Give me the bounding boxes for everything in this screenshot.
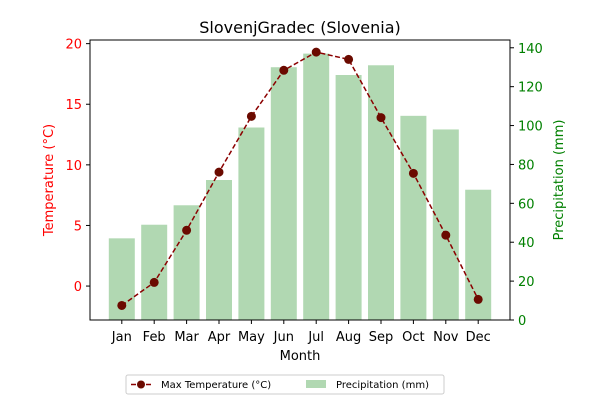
- y-right-tick-label: 100: [518, 120, 543, 135]
- temp-point-dec: [473, 294, 483, 304]
- y-right-tick-label: 120: [518, 81, 543, 96]
- y-axis-left: 0 5 10 15 20: [65, 38, 90, 295]
- x-tick-label: Sep: [369, 330, 394, 345]
- temp-point-oct: [408, 168, 418, 178]
- precipitation-bars: [108, 53, 492, 321]
- y-left-tick-label: 0: [74, 280, 82, 295]
- x-tick-label: Mar: [174, 330, 199, 345]
- x-tick-label: Apr: [208, 330, 231, 345]
- x-axis: Jan Feb Mar Apr May Jun Jul Aug Sep Oct Nov Dec: [111, 320, 491, 345]
- x-tick-label: Jun: [273, 330, 294, 345]
- temp-point-mar: [182, 225, 192, 235]
- temp-point-sep: [376, 113, 386, 123]
- y-left-tick-label: 10: [65, 159, 82, 174]
- legend-marker-swatch: [137, 380, 145, 389]
- precip-bar-oct: [400, 115, 427, 320]
- temp-point-nov: [441, 230, 451, 240]
- x-tick-label: May: [238, 330, 265, 345]
- x-tick-label: Oct: [402, 330, 424, 345]
- chart-title: SlovenjGradec (Slovenia): [199, 18, 401, 37]
- x-axis-label: Month: [280, 349, 321, 364]
- precip-bar-jul: [303, 53, 330, 320]
- y-axis-right-label: Precipitation (mm): [552, 120, 567, 241]
- precip-bar-may: [238, 127, 265, 320]
- y-axis-right: 0 20 40 60 80 100 120 140: [510, 42, 543, 329]
- legend-temperature-label: Max Temperature (°C): [161, 380, 271, 391]
- x-tick-label: Dec: [466, 330, 491, 345]
- temp-point-jun: [279, 65, 289, 75]
- legend: Max Temperature (°C) Precipitation (mm): [125, 374, 445, 395]
- temp-point-feb: [149, 277, 159, 287]
- precip-bar-jun: [270, 67, 297, 320]
- precip-bar-mar: [173, 205, 200, 320]
- temp-point-aug: [344, 54, 354, 64]
- x-tick-label: Jan: [111, 330, 132, 345]
- y-left-tick-label: 20: [65, 38, 82, 53]
- legend-frame: [125, 374, 445, 395]
- precip-bar-aug: [335, 75, 362, 320]
- x-tick-label: Nov: [433, 330, 459, 345]
- y-right-tick-label: 20: [518, 275, 535, 290]
- legend-bar-swatch: [306, 380, 326, 388]
- y-left-tick-label: 15: [65, 98, 82, 113]
- temperature-line: [117, 47, 483, 310]
- y-left-tick-label: 5: [74, 219, 82, 234]
- precip-bar-feb: [141, 224, 168, 320]
- y-right-tick-label: 40: [518, 236, 535, 251]
- precip-bar-nov: [432, 129, 459, 320]
- x-tick-label: Jul: [307, 330, 324, 345]
- y-right-tick-label: 140: [518, 42, 543, 57]
- temp-point-jul: [311, 47, 321, 57]
- temp-point-apr: [214, 167, 224, 177]
- y-axis-left-label: Temperature (°C): [42, 124, 57, 237]
- y-right-tick-label: 0: [518, 314, 526, 329]
- legend-precipitation-label: Precipitation (mm): [336, 380, 429, 391]
- x-tick-label: Feb: [143, 330, 166, 345]
- precip-bar-apr: [206, 180, 232, 320]
- y-right-tick-label: 80: [518, 158, 535, 173]
- x-tick-label: Aug: [336, 330, 361, 345]
- precip-bar-sep: [368, 65, 394, 321]
- temp-point-may: [246, 111, 256, 121]
- temp-point-jan: [117, 300, 127, 310]
- plot-frame: [89, 39, 511, 321]
- temperature-series-line: [121, 51, 479, 307]
- y-right-tick-label: 60: [518, 197, 535, 212]
